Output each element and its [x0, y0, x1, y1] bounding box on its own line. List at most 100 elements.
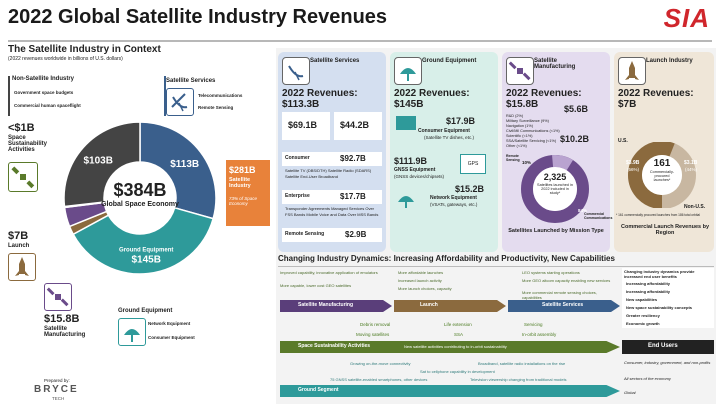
arrow-services [508, 300, 620, 312]
services-v1-box [282, 112, 330, 140]
ground-net-l: Network Equipment [430, 195, 477, 201]
launch-label: Launch [8, 243, 30, 249]
ssa-tag-3: Moving satellites [356, 332, 390, 337]
ssa-tag-2: Servicing [524, 322, 543, 327]
arrow-launch [394, 300, 506, 312]
mfg-pct2: 84% [578, 208, 588, 213]
ssa-tag-4: SSA [454, 332, 464, 337]
gps-icon: GPS [460, 154, 486, 174]
benefits-box [622, 268, 714, 328]
launch-note-0: More affordable launches [398, 270, 444, 275]
mfg-mission-donut [521, 155, 589, 223]
ground-net-s: (VSATs, gateways, etc.) [430, 202, 478, 207]
benefit-1: Increasing affordability [626, 289, 671, 294]
sat-industry-value: $281B [229, 165, 256, 175]
donut-label-5: $103B [84, 156, 113, 167]
ground-note-1: Broadband, satellite radio installations… [478, 361, 566, 366]
donut-label-1: Ground Equipment $145B [119, 248, 173, 266]
sat-services-item-1: Remote Sensing [198, 105, 234, 110]
mfg-v2: $10.2B [560, 134, 590, 144]
ssa-tag-0: Debris removal [360, 322, 391, 327]
mfg-pie-label: Satellites launched in 2022 included in … [537, 183, 573, 195]
non-sat-item-0: Government space budgets [14, 90, 74, 95]
donut-center-label: Global Space Economy [101, 201, 179, 208]
mfg-list-2: Navigation (1%) [506, 124, 534, 128]
donut-center: $384B Global Space Economy [99, 180, 181, 208]
mfg-list-5: SSA/Satellite Servicing (<1%) [506, 139, 557, 143]
ground-gnss-v: $111.9B [394, 156, 428, 166]
donut-slice-0 [139, 121, 217, 220]
launch-nonus: Non-U.S. [684, 204, 706, 210]
launch-revenue: 2022 Revenues: $7B [618, 88, 694, 110]
mfg-pct1: 10% [522, 160, 532, 165]
mfg-revenue: 2022 Revenues: $15.8B [506, 88, 582, 110]
mfg-name: Satellite Manufacturing [534, 58, 576, 70]
arrow-ssa [280, 341, 620, 353]
ground-revenue: 2022 Revenues: $145B [394, 88, 470, 110]
antenna-icon [396, 190, 420, 208]
services-note-2: More commercial remote sensing choices, … [522, 290, 597, 300]
benefits-list: Increasing affordability Increasing affo… [626, 280, 692, 328]
context-title: The Satellite Industry in Context [8, 44, 161, 55]
benefit-5: Economic growth [626, 321, 660, 326]
launch-name: Launch Industry [646, 58, 693, 64]
non-sat-title: Non-Satellite Industry [12, 76, 75, 82]
launch-note-1: Increased launch activity [398, 278, 442, 283]
benefit-4: Greater resiliency [626, 313, 660, 318]
page-title: 2022 Global Satellite Industry Revenues [8, 6, 388, 28]
ground-note-2: Sat to cellphone capability in developme… [420, 369, 495, 374]
mfg-note-1: More capable, lower cost GEO satellites [280, 283, 352, 288]
end-users-desc: Consumer, industry, government, and non-… [624, 360, 711, 365]
prepared-by: Prepared by: [44, 378, 70, 383]
launch-v2: $3.1B [684, 160, 698, 166]
launch-us: U.S. [618, 138, 628, 144]
end-users-box [622, 340, 714, 354]
space-economy-donut: $113B Ground Equipment $145B $103B [63, 121, 217, 275]
remote-row [282, 228, 382, 242]
services-name: Satellite Services [310, 58, 360, 64]
ground-antenna-icon [118, 318, 146, 346]
satellite-dish-icon [166, 88, 194, 116]
ssa-value: <$1B [8, 122, 35, 134]
mfg-list-0: R&D (2%) [506, 114, 524, 118]
donut-slice-1 [72, 206, 215, 275]
ground-net-v: $15.2B [455, 184, 485, 194]
ground-gnss-s: (GNSS devices/chipsets) [394, 174, 445, 179]
mfg-note-0: Improved capability, innovative applicat… [280, 270, 378, 275]
launch-v2p: (44%) [685, 167, 698, 172]
services-note-0: LEO systems starting operations [522, 270, 580, 275]
arrow-ssa-label: Space Sustainability Activities [298, 343, 371, 349]
mfg-caption: Satellites Launched by Mission Type [508, 228, 604, 234]
remote-label: Remote Sensing [285, 231, 325, 237]
sia-logo: SIA [663, 3, 710, 33]
context-subtitle: (2022 revenues worldwide in billions of … [8, 56, 123, 62]
services-note-1: More GEO altcom capacity enabling new se… [522, 278, 611, 283]
mfg-pie-center: 2,325 [543, 172, 567, 182]
ground-consumer-v: $17.9B [446, 116, 476, 126]
ground-item-0: Network Equipment [148, 321, 191, 326]
mfg-label: Satellite Manufacturing [44, 326, 86, 338]
sat-industry-box [226, 160, 270, 226]
benefit-3: New space sustainability concepts [626, 305, 693, 310]
mfg-v1: $5.6B [564, 104, 589, 114]
launch-center: 161 [653, 158, 671, 169]
sat-industry-label: Satellite Industry [229, 177, 251, 189]
arrow-ground [280, 385, 620, 397]
ground-consumer-l: Consumer Equipment [418, 128, 470, 134]
mfg-list-3: Civil/Mil Communications (<1%) [506, 129, 560, 133]
bryce-sub: TECH [52, 396, 65, 401]
donut-slice-5 [63, 121, 141, 208]
card-ground [390, 52, 498, 252]
launch-caption: Commercial Launch Revenues by Region [620, 224, 710, 236]
ssa-tag-1: Life extension [444, 322, 472, 327]
ground-note-3: 75 GNSS satellite-enabled smartphones, o… [330, 377, 428, 382]
ssa-note: New satellite activities contributing to… [404, 344, 507, 349]
mfg-satellite-icon [506, 57, 534, 85]
launch-v1p: (56%) [627, 167, 640, 172]
divider [8, 40, 712, 42]
services-v2-box [334, 112, 382, 140]
mfg-list-4: Scientific (<1%) [506, 134, 533, 138]
arrow-ground-label: Ground Segment [298, 387, 339, 393]
enterprise-items: Transponder Agreements Managed Services … [285, 206, 379, 217]
services-v2: $44.2B [340, 120, 370, 130]
